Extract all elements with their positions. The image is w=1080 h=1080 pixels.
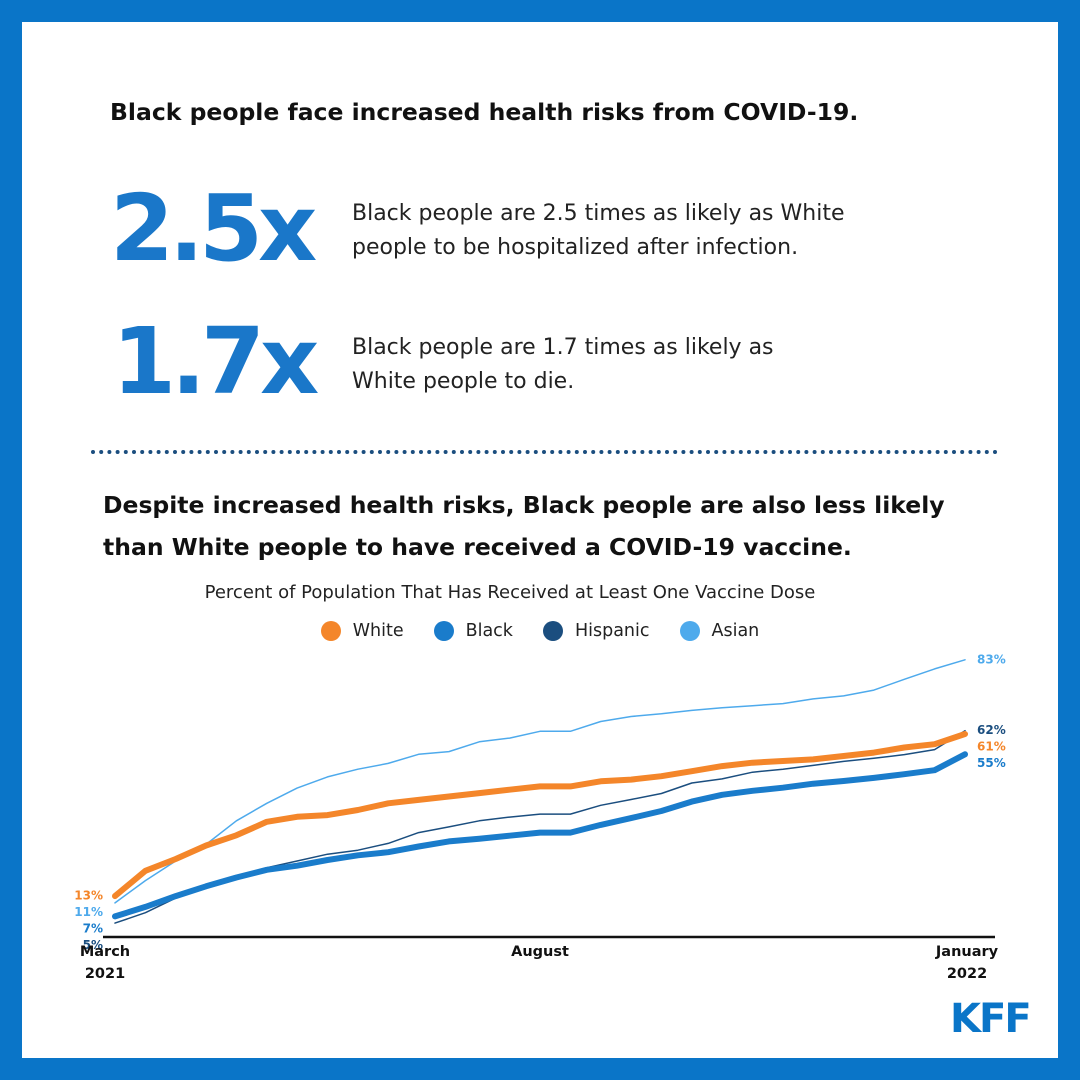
legend-swatch: [542, 621, 563, 641]
panel: [22, 22, 1058, 1058]
logo: KFF: [950, 996, 1032, 1042]
value-label: 55%: [977, 756, 1006, 770]
series-line: [112, 731, 968, 900]
series-line: [112, 751, 968, 920]
legend-label: White: [352, 621, 404, 641]
section-title: Despite increased health risks, Black pe…: [103, 491, 945, 561]
stat-figure: 1.7x: [112, 308, 319, 415]
legend: White Black Hispanic Asian: [0, 621, 1080, 641]
value-label: 13%: [74, 889, 103, 903]
x-tick-label: August: [511, 944, 569, 960]
x-tick-label: January 2022: [935, 944, 999, 982]
series-line: [114, 659, 966, 904]
value-label: 61%: [977, 740, 1006, 754]
legend-label: Black: [465, 621, 513, 641]
legend-swatch: [320, 621, 341, 641]
legend-item: Black: [433, 621, 513, 641]
legend-label: Asian: [711, 621, 760, 641]
legend-item: Asian: [679, 621, 760, 641]
value-label: 11%: [74, 905, 103, 919]
value-label: 5%: [83, 938, 103, 952]
legend-item: White: [320, 621, 404, 641]
legend-swatch: [679, 621, 700, 641]
headline: Black people face increased health risks…: [110, 98, 859, 126]
value-label: 7%: [83, 922, 103, 936]
value-label: 62%: [977, 723, 1006, 737]
chart-title: Percent of Population That Has Received …: [204, 582, 816, 603]
value-label: 83%: [977, 652, 1006, 666]
legend-swatch: [433, 621, 454, 641]
x-tick-label: March 2021: [79, 944, 131, 982]
stat-figure: 2.5x: [110, 175, 317, 282]
stat-text: Black people are 2.5 times as likely as …: [352, 201, 845, 260]
legend-item: Hispanic: [542, 621, 650, 641]
stat-text: Black people are 1.7 times as likely as …: [352, 335, 774, 394]
legend-label: Hispanic: [574, 621, 650, 641]
